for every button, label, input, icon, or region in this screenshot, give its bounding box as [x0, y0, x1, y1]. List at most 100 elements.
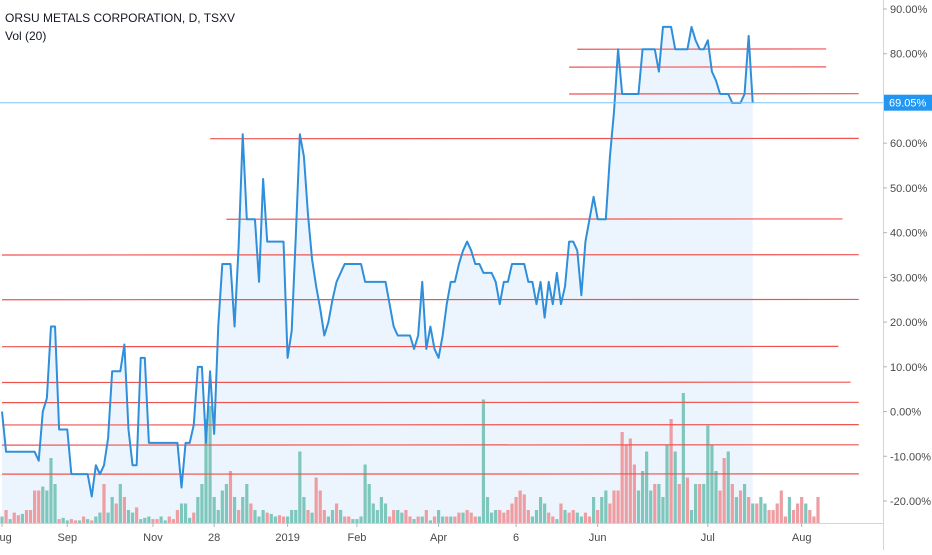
volume-bar — [94, 517, 97, 524]
volume-bar — [168, 517, 171, 524]
volume-bar — [698, 484, 701, 523]
volume-bar — [151, 519, 154, 523]
volume-bar — [315, 478, 318, 524]
volume-bar — [9, 519, 12, 523]
volume-bar — [135, 507, 138, 523]
volume-bar — [645, 452, 648, 524]
volume-bar — [335, 504, 338, 524]
volume-bar — [482, 400, 485, 524]
volume-bar — [743, 484, 746, 523]
volume-bar — [21, 514, 24, 523]
volume-bar — [62, 518, 65, 523]
volume-bar — [661, 497, 664, 523]
volume-bar — [131, 513, 134, 523]
x-tick-label: Aug — [0, 532, 12, 544]
volume-bar — [172, 519, 175, 523]
volume-bar — [563, 510, 566, 523]
volume-bar — [412, 519, 415, 523]
volume-bar — [686, 478, 689, 524]
volume-bar — [368, 484, 371, 523]
volume-bar — [90, 520, 93, 523]
volume-bar — [249, 504, 252, 524]
volume-bar — [123, 497, 126, 523]
volume-bar — [262, 510, 265, 523]
y-tick-label: 40.00% — [890, 228, 928, 240]
x-tick-label: 6 — [513, 532, 519, 544]
volume-bar — [17, 515, 20, 523]
volume-bar — [539, 497, 542, 523]
volume-bar — [180, 504, 183, 524]
volume-bar — [376, 510, 379, 523]
volume-bar — [788, 497, 791, 523]
volume-bar — [682, 393, 685, 523]
volume-bar — [702, 484, 705, 523]
volume-bar — [400, 513, 403, 523]
volume-bar — [339, 510, 342, 523]
volume-bar — [457, 513, 460, 523]
volume-bar — [690, 510, 693, 523]
volume-bar — [551, 517, 554, 524]
x-tick-label: Jun — [589, 532, 607, 544]
volume-bar — [739, 491, 742, 524]
volume-bar — [417, 517, 420, 524]
y-tick-label: 90.00% — [890, 4, 928, 16]
volume-bar — [98, 513, 101, 523]
volume-bar — [319, 491, 322, 524]
volume-bar — [119, 484, 122, 523]
volume-indicator-label: Vol (20) — [5, 29, 46, 43]
volume-bar — [164, 520, 167, 523]
volume-bar — [474, 517, 477, 524]
volume-bar — [633, 465, 636, 524]
volume-bar — [355, 519, 358, 523]
volume-bar — [102, 484, 105, 523]
volume-bar — [147, 517, 150, 524]
volume-bar — [13, 513, 16, 523]
volume-bar — [727, 452, 730, 524]
volume-bar — [392, 510, 395, 523]
y-tick-label: 0.00% — [890, 407, 921, 419]
y-tick-label: 80.00% — [890, 49, 928, 61]
volume-bar — [70, 519, 73, 523]
volume-bar — [241, 497, 244, 523]
volume-bar — [763, 504, 766, 524]
volume-bar — [580, 517, 583, 524]
x-tick-label: Nov — [143, 532, 163, 544]
volume-bar — [804, 504, 807, 524]
volume-bar — [555, 519, 558, 523]
x-tick-label: Sep — [57, 532, 77, 544]
volume-bar — [510, 504, 513, 524]
volume-bar — [543, 504, 546, 524]
volume-bar — [776, 504, 779, 524]
volume-bar — [535, 510, 538, 523]
volume-bar — [441, 517, 444, 524]
x-tick-label: Feb — [347, 532, 366, 544]
volume-bar — [731, 484, 734, 523]
volume-bar — [155, 519, 158, 523]
volume-bar — [221, 491, 224, 524]
volume-bar — [572, 510, 575, 523]
y-tick-label: 30.00% — [890, 272, 928, 284]
volume-bar — [364, 465, 367, 524]
volume-bar — [278, 515, 281, 523]
volume-bar — [759, 497, 762, 523]
volume-bar — [53, 484, 56, 523]
volume-bar — [372, 504, 375, 524]
volume-bar — [714, 471, 717, 523]
volume-bar — [470, 513, 473, 523]
volume-bar — [710, 445, 713, 523]
volume-bar — [41, 487, 44, 523]
volume-bar — [735, 497, 738, 523]
volume-bar — [665, 445, 668, 523]
volume-bar — [670, 419, 673, 523]
volume-bar — [502, 513, 505, 523]
volume-bar — [494, 510, 497, 523]
volume-bar — [625, 445, 628, 523]
volume-bar — [310, 513, 313, 523]
volume-bar — [649, 491, 652, 524]
volume-bar — [25, 510, 28, 523]
volume-bar — [514, 497, 517, 523]
y-tick-label: 60.00% — [890, 138, 928, 150]
volume-bar — [527, 510, 530, 523]
